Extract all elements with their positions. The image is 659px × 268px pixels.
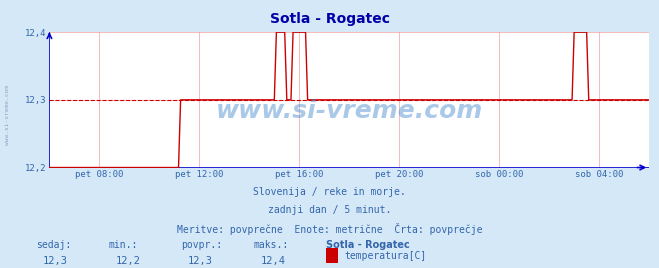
- Text: 12,2: 12,2: [115, 256, 140, 266]
- Text: www.si-vreme.com: www.si-vreme.com: [5, 85, 11, 145]
- Text: 12,4: 12,4: [260, 256, 285, 266]
- Text: povpr.:: povpr.:: [181, 240, 222, 250]
- Text: sedaj:: sedaj:: [36, 240, 71, 250]
- Text: Sotla - Rogatec: Sotla - Rogatec: [326, 240, 410, 250]
- Text: min.:: min.:: [109, 240, 138, 250]
- Text: maks.:: maks.:: [254, 240, 289, 250]
- Text: 12,3: 12,3: [43, 256, 68, 266]
- Text: Slovenija / reke in morje.: Slovenija / reke in morje.: [253, 187, 406, 197]
- Text: zadnji dan / 5 minut.: zadnji dan / 5 minut.: [268, 205, 391, 215]
- Text: Sotla - Rogatec: Sotla - Rogatec: [270, 12, 389, 26]
- Text: temperatura[C]: temperatura[C]: [344, 251, 426, 261]
- Text: 12,3: 12,3: [188, 256, 213, 266]
- Text: www.si-vreme.com: www.si-vreme.com: [215, 99, 483, 123]
- Text: Meritve: povprečne  Enote: metrične  Črta: povprečje: Meritve: povprečne Enote: metrične Črta:…: [177, 223, 482, 235]
